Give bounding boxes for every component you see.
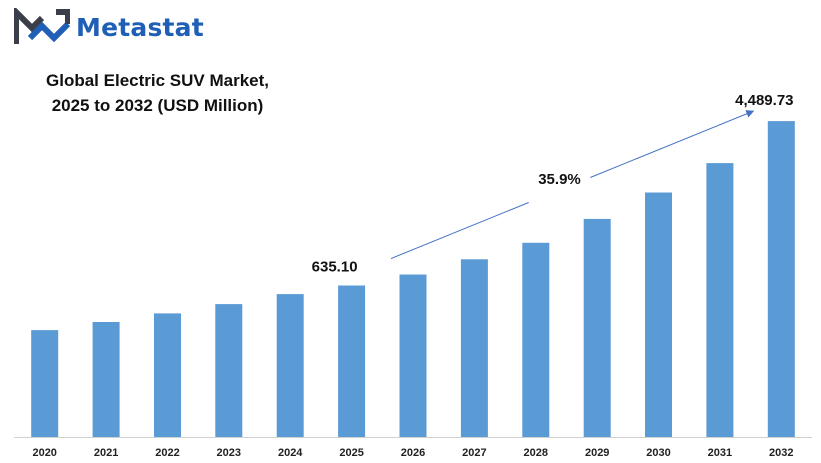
x-axis-tick-labels: 2020 2021 2022 2023 2024 2025 2026 2027 2028 2029… [32, 447, 793, 459]
bar-2027 [460, 259, 488, 437]
brand-name: Metastat [76, 12, 204, 42]
x-tick-label-2030: 2030 [646, 447, 670, 459]
x-tick-label-2026: 2026 [401, 447, 425, 459]
metastat-logo-icon [14, 8, 70, 44]
x-tick-label-2024: 2024 [278, 447, 303, 459]
chart-title-line-2: 2025 to 2032 (USD Million) [51, 96, 264, 115]
brand-logo: Metastat [14, 8, 204, 46]
chart-title: Global Electric SUV Market, 2025 to 2032… [10, 68, 305, 118]
growth-arrow-segment-2 [590, 110, 755, 178]
end-value-label: 4,489.73 [735, 92, 793, 109]
start-value-label: 635.10 [312, 258, 358, 275]
bar-2026 [399, 274, 427, 437]
x-tick-label-2028: 2028 [524, 447, 548, 459]
bar-2023 [215, 304, 243, 437]
bar-2031 [706, 163, 734, 437]
chart-title-line-1: Global Electric SUV Market, [46, 71, 269, 90]
bar-series [31, 121, 795, 437]
bar-2028 [522, 242, 550, 437]
x-tick-label-2020: 2020 [32, 447, 56, 459]
cagr-label: 35.9% [538, 171, 581, 188]
x-tick-label-2032: 2032 [769, 447, 793, 459]
bar-2024 [276, 294, 304, 437]
x-tick-label-2029: 2029 [585, 447, 609, 459]
bar-2020 [31, 330, 59, 437]
bar-2022 [154, 313, 181, 437]
x-tick-label-2021: 2021 [94, 447, 118, 459]
x-tick-label-2025: 2025 [339, 447, 363, 459]
x-tick-label-2022: 2022 [155, 447, 179, 459]
bar-2021 [92, 322, 120, 437]
bar-2029 [583, 218, 611, 437]
growth-arrow-segment-1 [390, 202, 529, 259]
bar-2030 [645, 192, 672, 437]
bar-2025 [338, 285, 366, 437]
x-tick-label-2031: 2031 [708, 447, 732, 459]
bar-2032 [767, 121, 795, 437]
x-tick-label-2027: 2027 [462, 447, 486, 459]
x-tick-label-2023: 2023 [217, 447, 241, 459]
